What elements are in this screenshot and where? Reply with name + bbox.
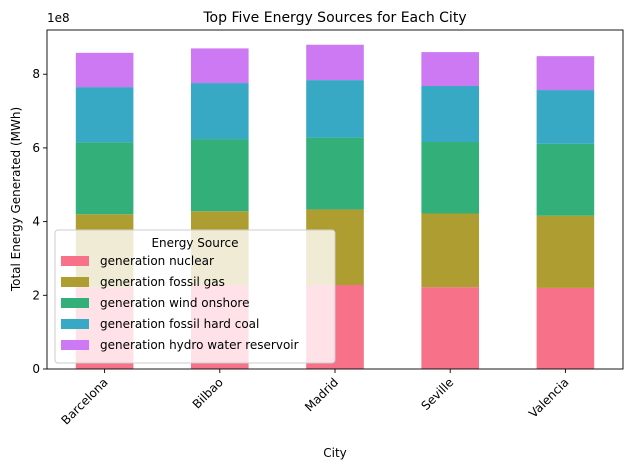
bar-bilbao-series-3 xyxy=(191,83,249,140)
y-tick-label: 0 xyxy=(32,362,40,376)
bar-seville-series-1 xyxy=(421,213,479,288)
bar-bilbao-series-2 xyxy=(191,139,249,212)
legend-swatch xyxy=(61,340,89,350)
legend-swatch xyxy=(61,298,89,308)
y-tick-label: 8 xyxy=(32,67,40,81)
bar-valencia-series-1 xyxy=(536,215,595,288)
x-tick-label: Madrid xyxy=(302,375,341,414)
y-tick-label: 6 xyxy=(32,141,40,155)
x-tick-label: Seville xyxy=(418,375,456,413)
bar-valencia-series-3 xyxy=(536,90,595,144)
bar-barcelona-series-4 xyxy=(75,52,134,88)
y-tick-label: 4 xyxy=(32,215,40,229)
bar-seville-series-4 xyxy=(421,52,479,87)
legend-entry-label: generation hydro water reservoir xyxy=(100,338,299,352)
bars xyxy=(75,44,595,369)
bar-valencia-series-2 xyxy=(536,143,595,216)
legend: Energy Source generation nuclear generatio… xyxy=(54,229,336,364)
bar-barcelona-series-3 xyxy=(75,87,134,143)
legend-entry-label: generation fossil hard coal xyxy=(100,317,259,331)
chart-title: Top Five Energy Sources for Each City xyxy=(202,10,466,26)
y-axis-offset-label: 1e8 xyxy=(47,11,70,25)
bar-madrid-series-3 xyxy=(306,80,364,138)
legend-box xyxy=(54,229,336,364)
y-axis-label: Total Energy Generated (MWh) xyxy=(9,107,23,292)
bar-barcelona-series-2 xyxy=(75,142,134,215)
x-axis-label: City xyxy=(323,446,347,460)
legend-swatch xyxy=(61,256,89,266)
bar-seville-series-3 xyxy=(421,86,479,143)
x-tick-label: Barcelona xyxy=(58,375,110,427)
legend-entry-label: generation nuclear xyxy=(100,254,214,268)
legend-entry-label: generation wind onshore xyxy=(100,296,249,310)
y-tick-label: 2 xyxy=(32,288,40,302)
x-tick-label: Bilbao xyxy=(190,375,226,411)
bar-seville-series-0 xyxy=(421,287,479,369)
bar-bilbao-series-4 xyxy=(191,48,249,84)
bar-valencia-series-4 xyxy=(536,56,595,91)
bar-seville-series-2 xyxy=(421,142,479,214)
legend-entry-label: generation fossil gas xyxy=(100,275,225,289)
bar-valencia-series-0 xyxy=(536,287,595,369)
bar-madrid-series-2 xyxy=(306,137,364,210)
x-tick-label: Valencia xyxy=(526,375,571,420)
bar-madrid-series-4 xyxy=(306,44,364,81)
legend-swatch xyxy=(61,277,89,287)
legend-title: Energy Source xyxy=(151,236,238,250)
legend-swatch xyxy=(61,319,89,329)
